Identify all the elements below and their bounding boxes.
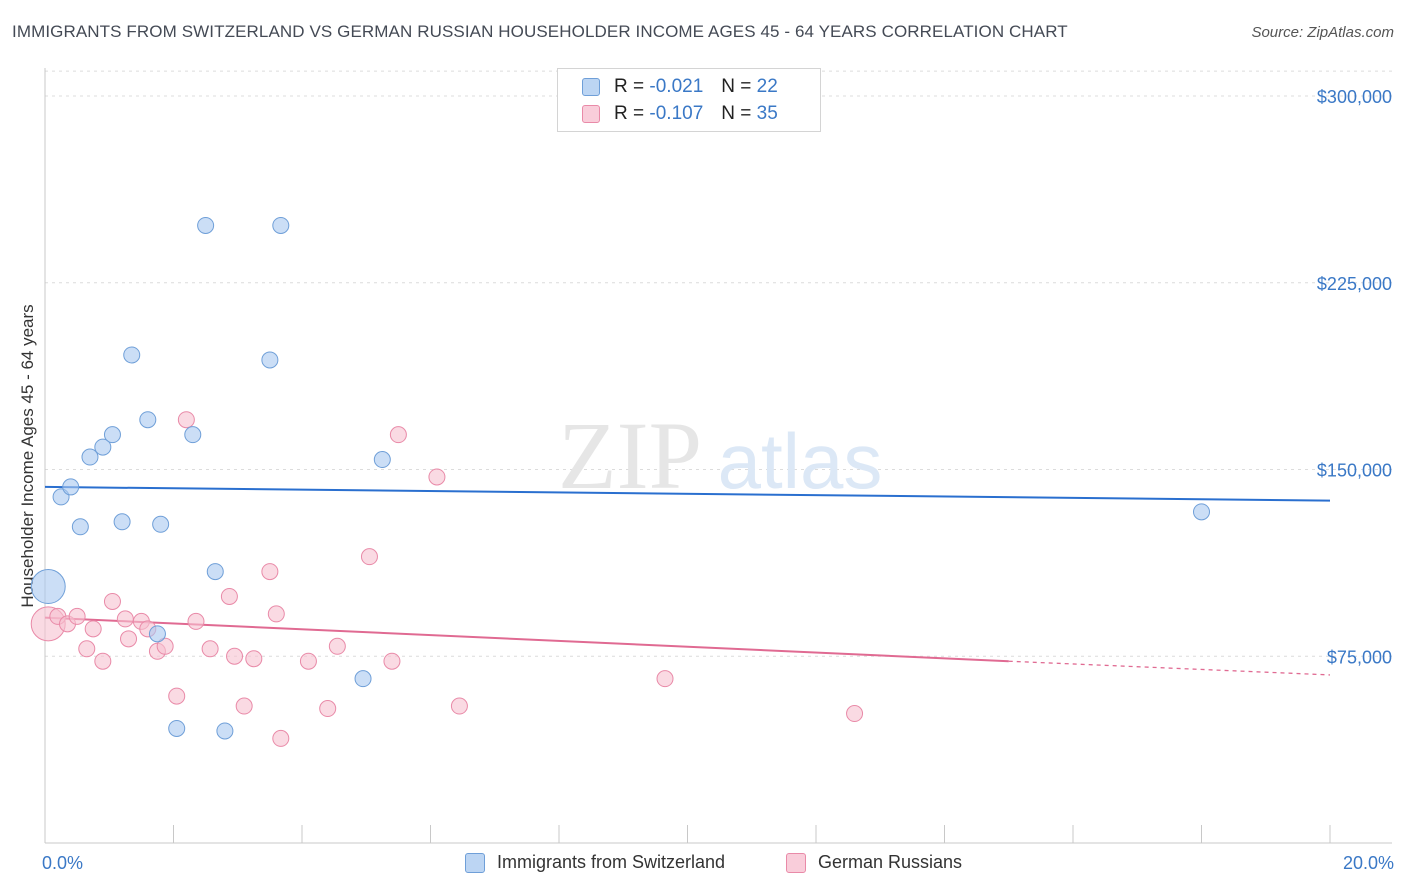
watermark-atlas: atlas [718, 417, 883, 505]
point-switzerland [148, 625, 166, 643]
bottom-legend-german-russians: German Russians [786, 852, 962, 873]
point-german-russians [245, 650, 263, 668]
point-german-russians [103, 592, 121, 610]
point-german-russians [116, 610, 134, 628]
point-switzerland [373, 451, 391, 469]
bottom-legend-swatch-blue [465, 852, 485, 873]
point-german-russians [220, 587, 238, 605]
point-german-russians [68, 607, 86, 625]
point-switzerland [168, 719, 186, 737]
trend-lines [44, 485, 1331, 676]
point-switzerland [94, 438, 112, 456]
gridlines [45, 70, 1392, 657]
y-tick-label: $225,000 [1317, 274, 1392, 294]
legend-n-label: N = [721, 76, 752, 97]
legend-r-label: R = [614, 103, 645, 124]
data-points [30, 216, 1210, 747]
point-switzerland [123, 346, 141, 364]
point-switzerland [62, 478, 80, 496]
point-german-russians [94, 652, 112, 670]
y-tick-label: $75,000 [1327, 647, 1392, 667]
point-german-russians [201, 640, 219, 658]
point-german-russians [360, 548, 378, 566]
point-german-russians [450, 697, 468, 715]
point-switzerland [272, 216, 290, 234]
point-german-russians [428, 468, 446, 486]
legend-n-label: N = [721, 103, 752, 124]
point-german-russians [226, 647, 244, 665]
x-tick-label-max: 20.0% [1342, 853, 1394, 873]
point-switzerland [1193, 503, 1210, 521]
point-german-russians [261, 563, 279, 581]
point-switzerland [184, 426, 202, 444]
point-german-russians [656, 670, 674, 688]
point-switzerland [197, 216, 215, 234]
point-switzerland [103, 426, 121, 444]
watermark-zip: ZIP [558, 402, 702, 509]
y-tick-label: $300,000 [1317, 87, 1392, 107]
source-label: Source: ZipAtlas.com [1251, 24, 1394, 41]
point-german-russians [156, 637, 174, 655]
point-switzerland [206, 563, 224, 581]
legend-r-value: -0.107 [649, 103, 704, 124]
axes [44, 68, 1392, 844]
x-tick-label-min: 0.0% [42, 853, 84, 873]
y-tick-labels: $75,000 $150,000 $225,000 $300,000 [1317, 87, 1392, 667]
trend-line-1 [44, 616, 1009, 663]
trend-line-extension [1008, 660, 1331, 676]
bottom-legend-label: German Russians [818, 852, 963, 872]
point-german-russians [267, 605, 285, 623]
y-tick-label: $150,000 [1317, 461, 1392, 481]
trend-line-0 [44, 485, 1331, 502]
point-switzerland [139, 411, 157, 429]
point-german-russians [84, 620, 102, 638]
point-switzerland [261, 351, 279, 369]
bottom-legend-swatch-pink [786, 852, 806, 873]
bottom-legend-label: Immigrants from Switzerland [497, 852, 726, 872]
legend-n-value: 35 [756, 103, 778, 124]
point-german-russians [177, 411, 195, 429]
point-german-russians [319, 700, 337, 718]
chart-title: IMMIGRANTS FROM SWITZERLAND VS GERMAN RU… [12, 22, 1068, 41]
point-german-russians [272, 729, 290, 747]
legend-swatch-pink [582, 105, 600, 123]
point-german-russians [328, 637, 346, 655]
point-switzerland [71, 518, 89, 536]
point-german-russians [383, 652, 401, 670]
point-german-russians [78, 640, 96, 658]
legend-swatch-blue [582, 78, 600, 96]
point-switzerland [30, 569, 66, 605]
point-switzerland [152, 515, 170, 533]
point-switzerland [354, 670, 372, 688]
legend-n-value: 22 [756, 76, 778, 97]
point-switzerland [113, 513, 131, 531]
legend-row-german-russians: R = -0.107 N = 35 [582, 102, 778, 126]
point-switzerland [81, 448, 99, 466]
watermark: ZIP atlas [558, 402, 882, 509]
point-switzerland [216, 722, 234, 740]
point-german-russians [187, 612, 205, 630]
legend-row-switzerland: R = -0.021 N = 22 [582, 75, 778, 99]
bottom-legend-switzerland: Immigrants from Switzerland [465, 852, 725, 873]
point-german-russians [389, 426, 407, 444]
point-german-russians [299, 652, 317, 670]
point-german-russians [846, 705, 864, 723]
point-german-russians [235, 697, 253, 715]
legend-r-value: -0.021 [649, 76, 704, 97]
point-german-russians [120, 630, 138, 648]
correlation-legend: R = -0.021 N = 22 R = -0.107 N = 35 [557, 68, 821, 132]
legend-r-label: R = [614, 76, 645, 97]
point-german-russians [168, 687, 186, 705]
